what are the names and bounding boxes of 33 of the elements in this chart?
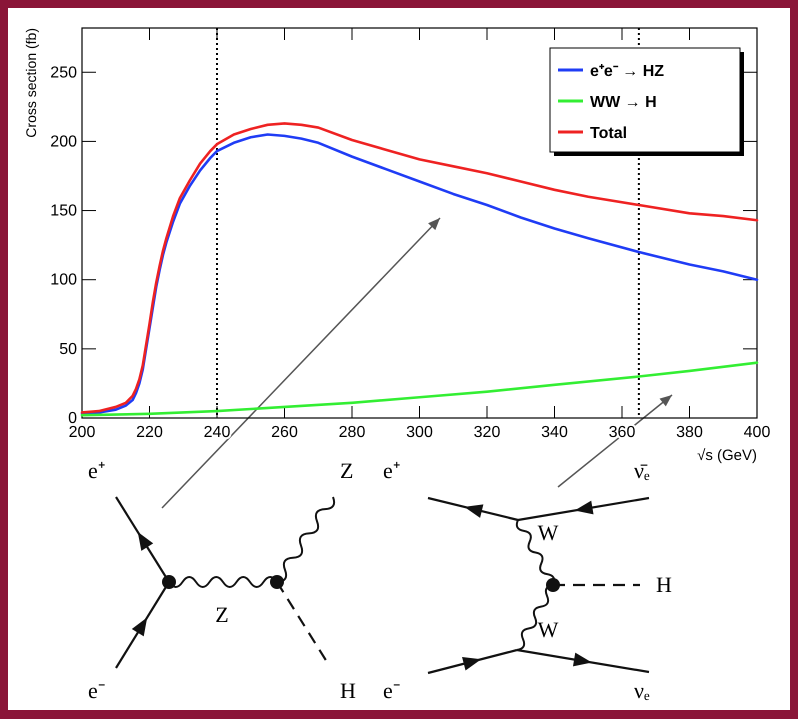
- y-tick-label: 150: [50, 202, 78, 220]
- x-tick-label: 260: [271, 424, 298, 441]
- y-axis-title: Cross section (fb): [23, 28, 39, 138]
- x-tick-label: 400: [744, 424, 770, 441]
- text: W: [538, 617, 559, 642]
- x-tick-label: 220: [136, 424, 163, 441]
- text: H: [340, 678, 356, 703]
- y-tick-label: 50: [59, 340, 78, 358]
- y-tick-label: 250: [50, 64, 78, 82]
- line-series: [80, 361, 758, 417]
- x-tick-label: 340: [541, 424, 568, 441]
- text: e⁻: [88, 678, 105, 703]
- text: νₑ: [634, 678, 650, 703]
- legend-label: Total: [590, 125, 628, 142]
- y-tick-label: 200: [50, 133, 78, 150]
- y-tick-label: 100: [50, 272, 78, 289]
- y-tick-label: 0: [68, 410, 78, 427]
- text: ν̄ₑ: [634, 458, 650, 483]
- text: e⁻: [383, 678, 400, 703]
- text: W: [538, 520, 559, 545]
- legend-label: e⁺e⁻ → HZ: [590, 63, 664, 80]
- x-tick-label: 380: [676, 424, 703, 441]
- x-tick-label: 280: [338, 424, 366, 441]
- text: Z: [215, 602, 229, 627]
- x-tick-label: 300: [406, 424, 433, 441]
- x-tick-label: 240: [204, 424, 230, 441]
- text: Z: [340, 458, 354, 483]
- x-axis-title: √s (GeV): [697, 447, 758, 464]
- text: e⁺: [383, 458, 400, 483]
- legend-label: WW → H: [590, 94, 657, 111]
- text: H: [656, 572, 672, 597]
- x-tick-label: 320: [474, 424, 500, 441]
- text: e⁺: [88, 458, 105, 483]
